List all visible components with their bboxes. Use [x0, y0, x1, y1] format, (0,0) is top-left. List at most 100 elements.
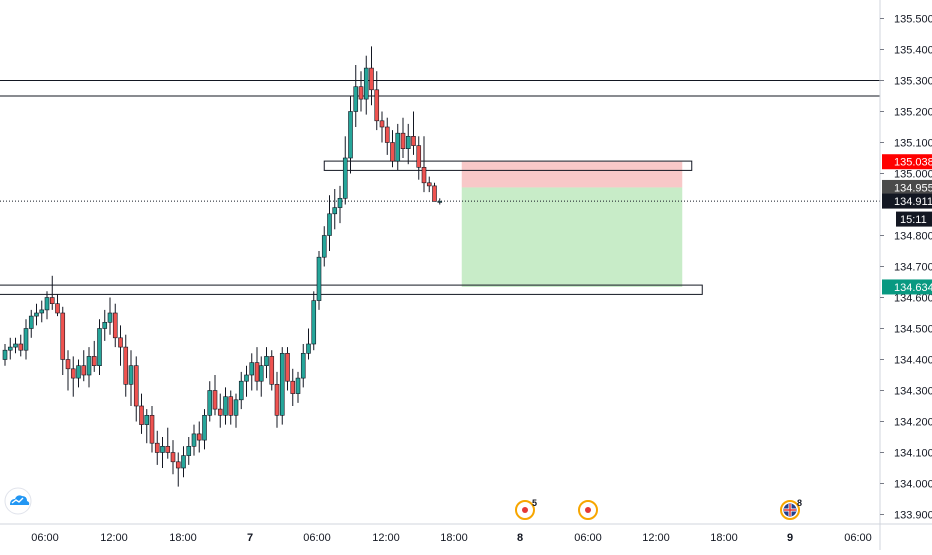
candle[interactable]: [321, 226, 327, 267]
candle[interactable]: [223, 387, 228, 425]
candle[interactable]: [274, 371, 280, 428]
candle[interactable]: [342, 136, 348, 205]
uk-flag-icon[interactable]: 8: [780, 498, 802, 520]
candle[interactable]: [353, 65, 359, 127]
time-axis-label: 06:00: [303, 532, 331, 544]
candle[interactable]: [411, 111, 416, 155]
candle[interactable]: [175, 452, 181, 487]
candle-body: [400, 132, 406, 149]
candle[interactable]: [196, 421, 202, 453]
candle[interactable]: [311, 291, 317, 351]
candle[interactable]: [102, 309, 108, 341]
candle[interactable]: [306, 328, 311, 360]
candle[interactable]: [70, 356, 76, 397]
take-profit-zone[interactable]: [461, 187, 683, 287]
candle[interactable]: [327, 195, 332, 251]
candle[interactable]: [384, 117, 390, 155]
candle[interactable]: [374, 71, 380, 131]
candle[interactable]: [416, 136, 422, 180]
candle-body: [28, 315, 34, 329]
candle[interactable]: [123, 334, 129, 397]
candle[interactable]: [217, 393, 223, 428]
candle[interactable]: [23, 319, 29, 360]
candle[interactable]: [2, 344, 8, 366]
candle-body: [238, 380, 244, 401]
candle[interactable]: [107, 297, 113, 335]
candle[interactable]: [233, 393, 239, 428]
economic-event-icon[interactable]: 5: [515, 498, 537, 520]
candle[interactable]: [165, 427, 171, 459]
stop-loss-zone[interactable]: [461, 161, 683, 188]
candle[interactable]: [44, 291, 50, 320]
candle[interactable]: [212, 375, 218, 416]
candle[interactable]: [249, 353, 255, 391]
support-zone[interactable]: [0, 284, 703, 295]
candle[interactable]: [91, 340, 97, 372]
candle[interactable]: [390, 130, 395, 168]
candle[interactable]: [207, 381, 213, 422]
candle[interactable]: [269, 350, 275, 391]
candle[interactable]: [81, 350, 87, 382]
candle[interactable]: [369, 46, 374, 106]
candle[interactable]: [86, 347, 92, 388]
candle[interactable]: [13, 337, 18, 354]
candle[interactable]: [191, 424, 197, 456]
candle[interactable]: [97, 319, 102, 375]
candle[interactable]: [118, 325, 123, 366]
candle[interactable]: [437, 198, 443, 205]
candle[interactable]: [400, 117, 406, 158]
candle[interactable]: [128, 350, 134, 406]
candle-body: [128, 365, 134, 385]
candle[interactable]: [160, 437, 165, 468]
candle[interactable]: [279, 347, 285, 425]
candle[interactable]: [238, 371, 244, 410]
candle[interactable]: [426, 176, 432, 193]
candle[interactable]: [39, 300, 45, 323]
candle[interactable]: [258, 356, 264, 397]
candle[interactable]: [149, 406, 155, 453]
candle[interactable]: [34, 303, 39, 326]
candle[interactable]: [405, 123, 411, 165]
candle[interactable]: [421, 136, 427, 193]
candle[interactable]: [76, 359, 81, 388]
candle[interactable]: [112, 303, 118, 348]
candle[interactable]: [228, 390, 234, 425]
candle[interactable]: [300, 344, 306, 388]
candle[interactable]: [144, 409, 150, 444]
candle[interactable]: [363, 55, 369, 115]
candle[interactable]: [7, 337, 13, 360]
economic-event-icon[interactable]: [578, 500, 598, 520]
candle[interactable]: [65, 350, 71, 391]
candle[interactable]: [18, 334, 24, 357]
candle[interactable]: [316, 251, 322, 310]
candle[interactable]: [285, 347, 290, 391]
candle[interactable]: [348, 96, 353, 174]
candle[interactable]: [133, 356, 139, 422]
tradingview-cloud-icon[interactable]: [4, 487, 32, 515]
target-price-badge-label: 134.634: [894, 282, 932, 294]
candle[interactable]: [295, 371, 301, 403]
candle[interactable]: [181, 446, 186, 478]
candle[interactable]: [379, 111, 385, 143]
candle[interactable]: [202, 409, 207, 450]
candle[interactable]: [154, 430, 160, 465]
candle[interactable]: [60, 306, 66, 375]
candle[interactable]: [290, 368, 296, 406]
candle[interactable]: [358, 71, 364, 112]
entry-zone[interactable]: [323, 160, 693, 171]
candle[interactable]: [170, 440, 176, 475]
candle[interactable]: [337, 185, 343, 224]
candle[interactable]: [28, 309, 34, 338]
candle[interactable]: [55, 294, 60, 317]
candle[interactable]: [332, 189, 338, 230]
candle[interactable]: [186, 437, 192, 465]
candle[interactable]: [395, 123, 401, 171]
candle[interactable]: [244, 365, 249, 397]
candle[interactable]: [432, 182, 437, 202]
candle[interactable]: [139, 393, 144, 434]
candle-body: [60, 312, 66, 360]
candle[interactable]: [49, 275, 55, 310]
candle[interactable]: [264, 347, 269, 379]
